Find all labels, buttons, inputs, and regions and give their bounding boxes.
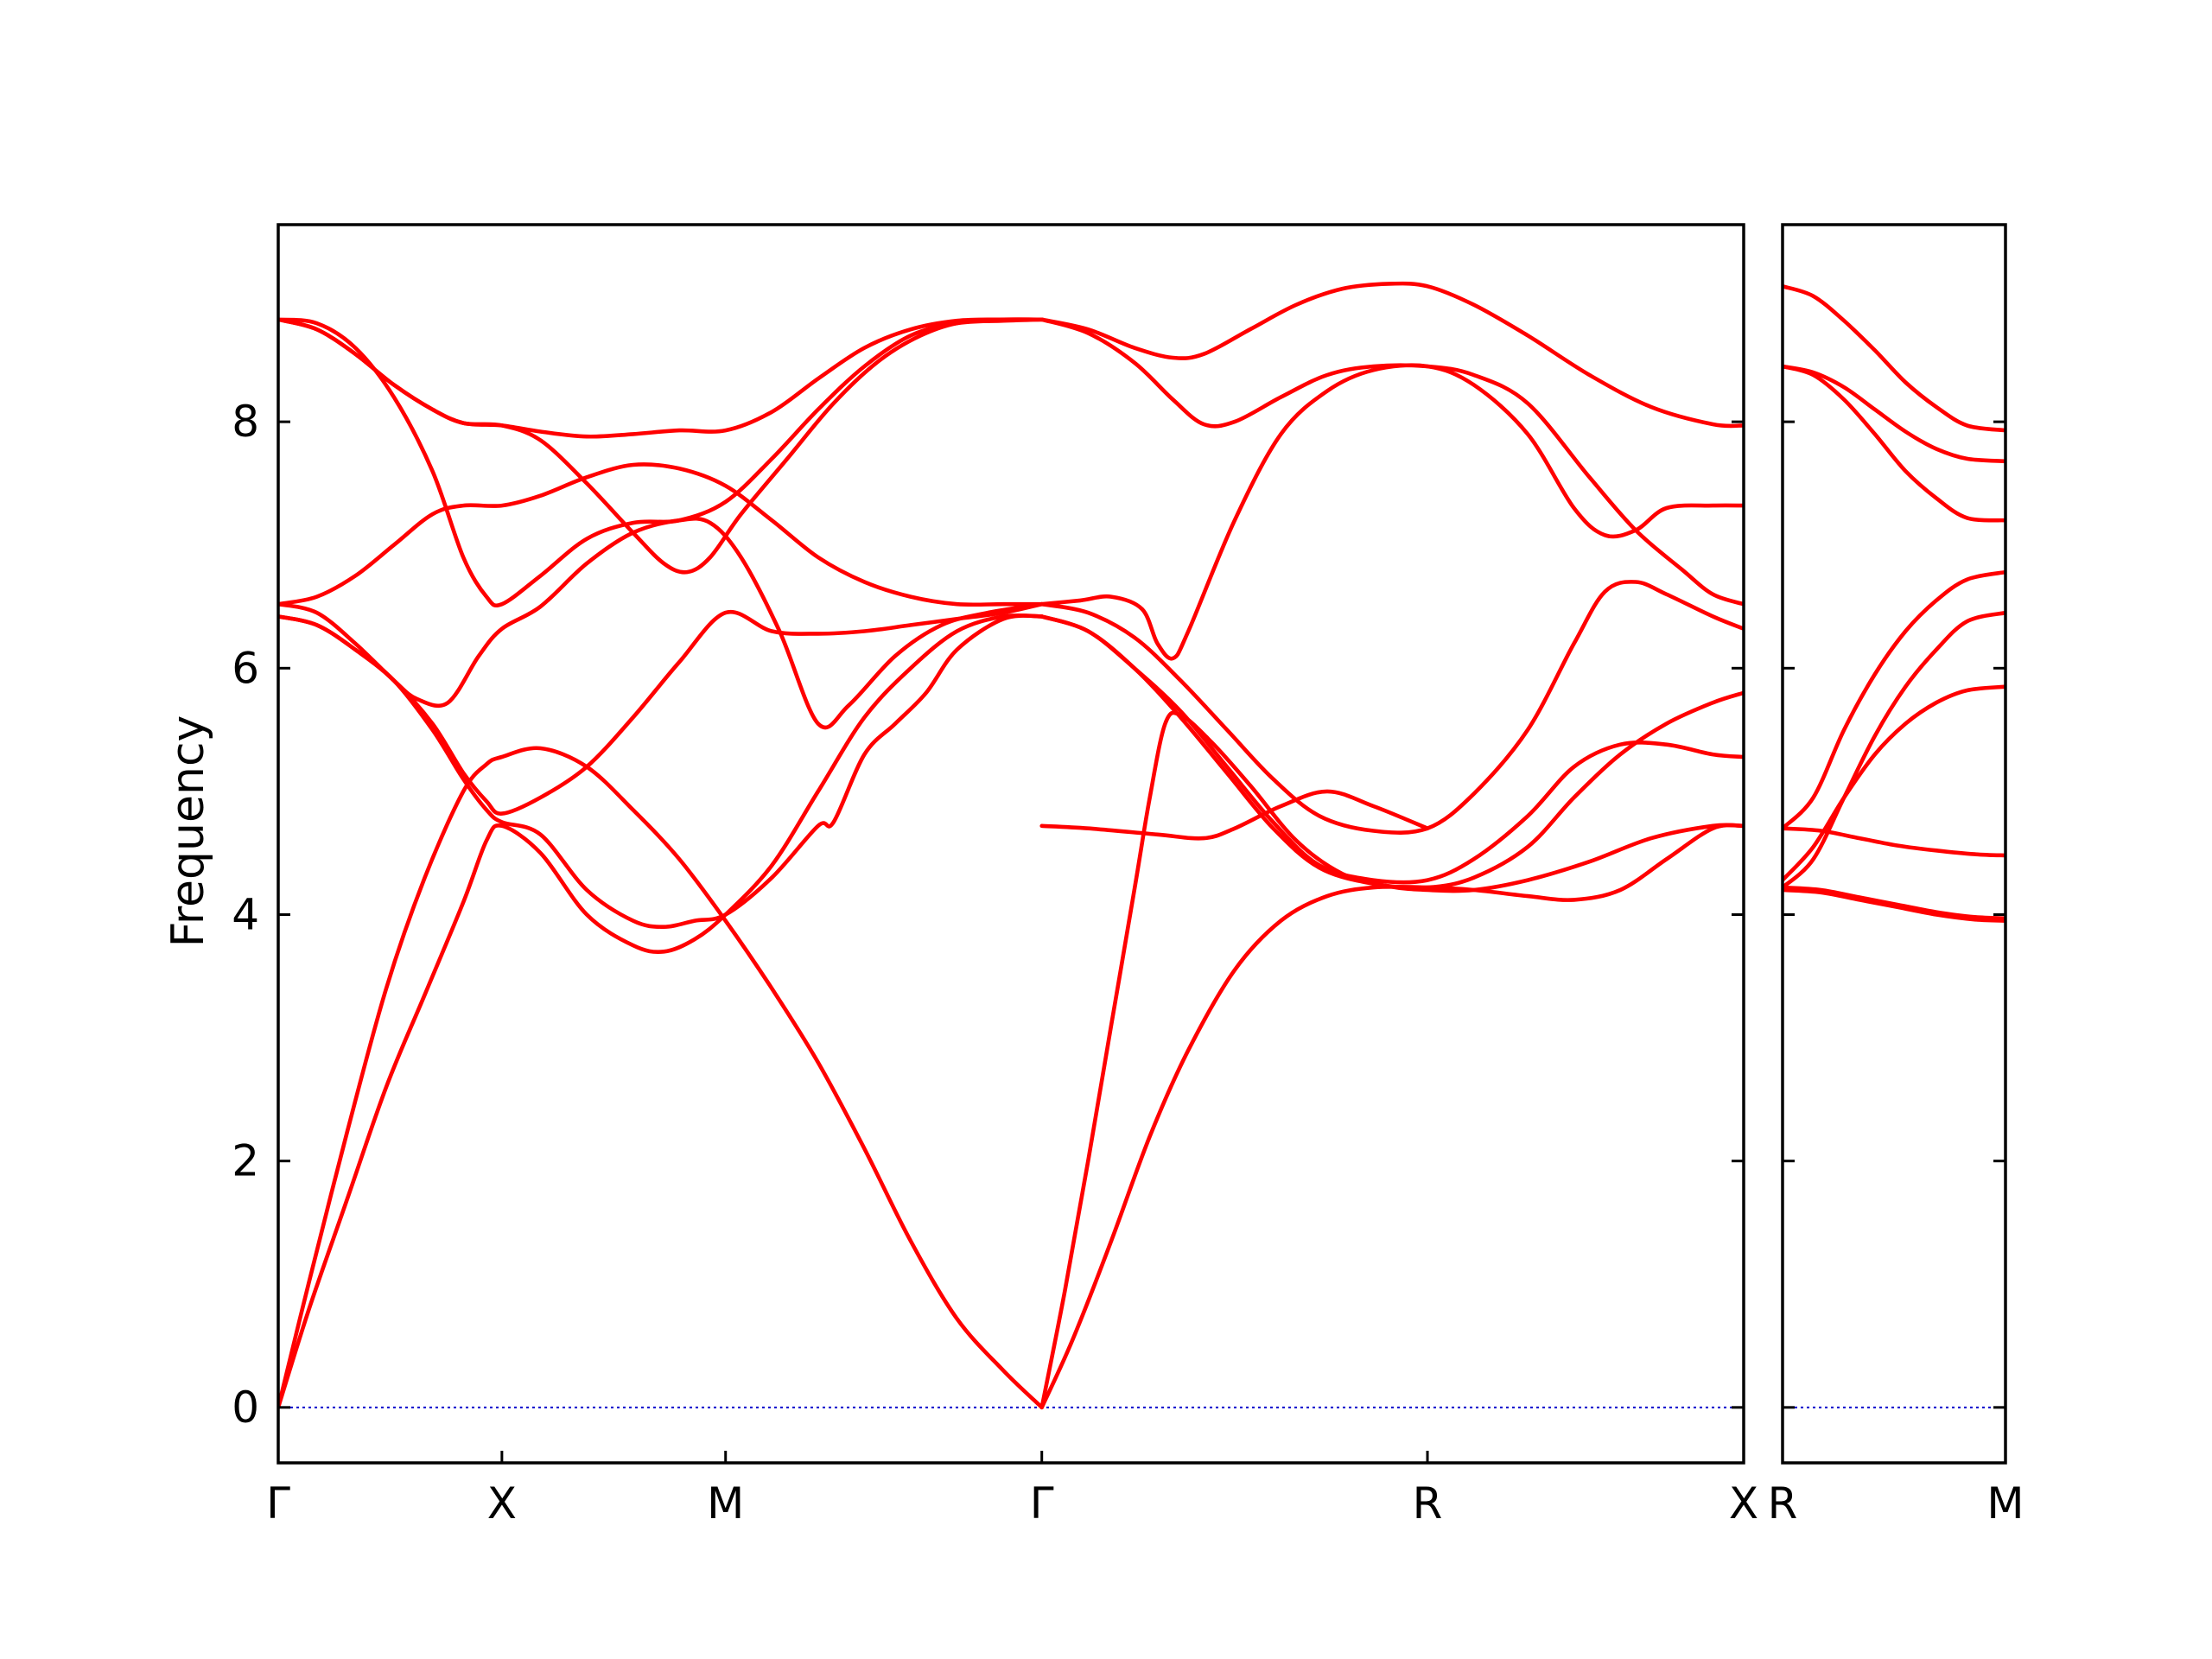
phonon-band-6 (278, 462, 1044, 607)
phonon-band-6 (1783, 569, 2005, 830)
x-tick-label: Γ (266, 1478, 290, 1529)
plot-frame (1781, 223, 2007, 1465)
phonon-band-4 (278, 601, 1044, 816)
x-tick-label: R (1768, 1478, 1798, 1529)
x-tick-label: X (487, 1478, 517, 1529)
phonon-band-7 (278, 317, 1044, 608)
phonon-band-1 (1783, 887, 2005, 923)
y-axis-label: Frequency (162, 715, 214, 948)
phonon-band-3 (1783, 826, 2005, 858)
phonon-band-18 (1039, 789, 1430, 841)
y-tick-label: 2 (232, 1136, 259, 1186)
x-tick-label: R (1413, 1478, 1443, 1529)
y-tick-label: 6 (232, 643, 259, 693)
phonon-band-17 (1039, 281, 1744, 429)
x-tick-label: M (1986, 1478, 2024, 1529)
phonon-band-2 (278, 613, 1044, 1410)
phonon-band-4 (1783, 684, 2005, 882)
phonon-band-5 (278, 516, 1044, 730)
phonon-band-2 (1783, 885, 2005, 921)
phonon-band-9 (1783, 284, 2005, 433)
phonon-band-16 (1039, 317, 1744, 607)
phonon-band-11 (1039, 823, 1744, 1410)
x-tick-label: Γ (1030, 1478, 1054, 1529)
phonon-band-8 (278, 317, 1044, 575)
phonon-band-7 (1783, 364, 2005, 523)
phonon-band-14 (1039, 363, 1744, 661)
y-tick-label: 8 (232, 397, 259, 447)
plot-frame (276, 223, 1745, 1465)
y-tick-label: 4 (232, 889, 259, 939)
phonon-band-13 (1039, 614, 1744, 885)
phonon-band-3 (278, 613, 1044, 929)
x-tick-label: M (707, 1478, 744, 1529)
x-tick-label: X (1729, 1478, 1758, 1529)
phonon-band-9 (278, 317, 1044, 439)
y-tick-label: 0 (232, 1382, 259, 1433)
plot-panel-main: 0 2 4 6 8 Γ X M Γ R X (232, 223, 1758, 1529)
phonon-band-8 (1783, 364, 2005, 464)
phonon-band-10 (1039, 710, 1744, 1410)
phonon-band-1 (278, 746, 1044, 1410)
phonon-band-5 (1783, 610, 2005, 890)
phonon-band-12 (1039, 614, 1744, 890)
